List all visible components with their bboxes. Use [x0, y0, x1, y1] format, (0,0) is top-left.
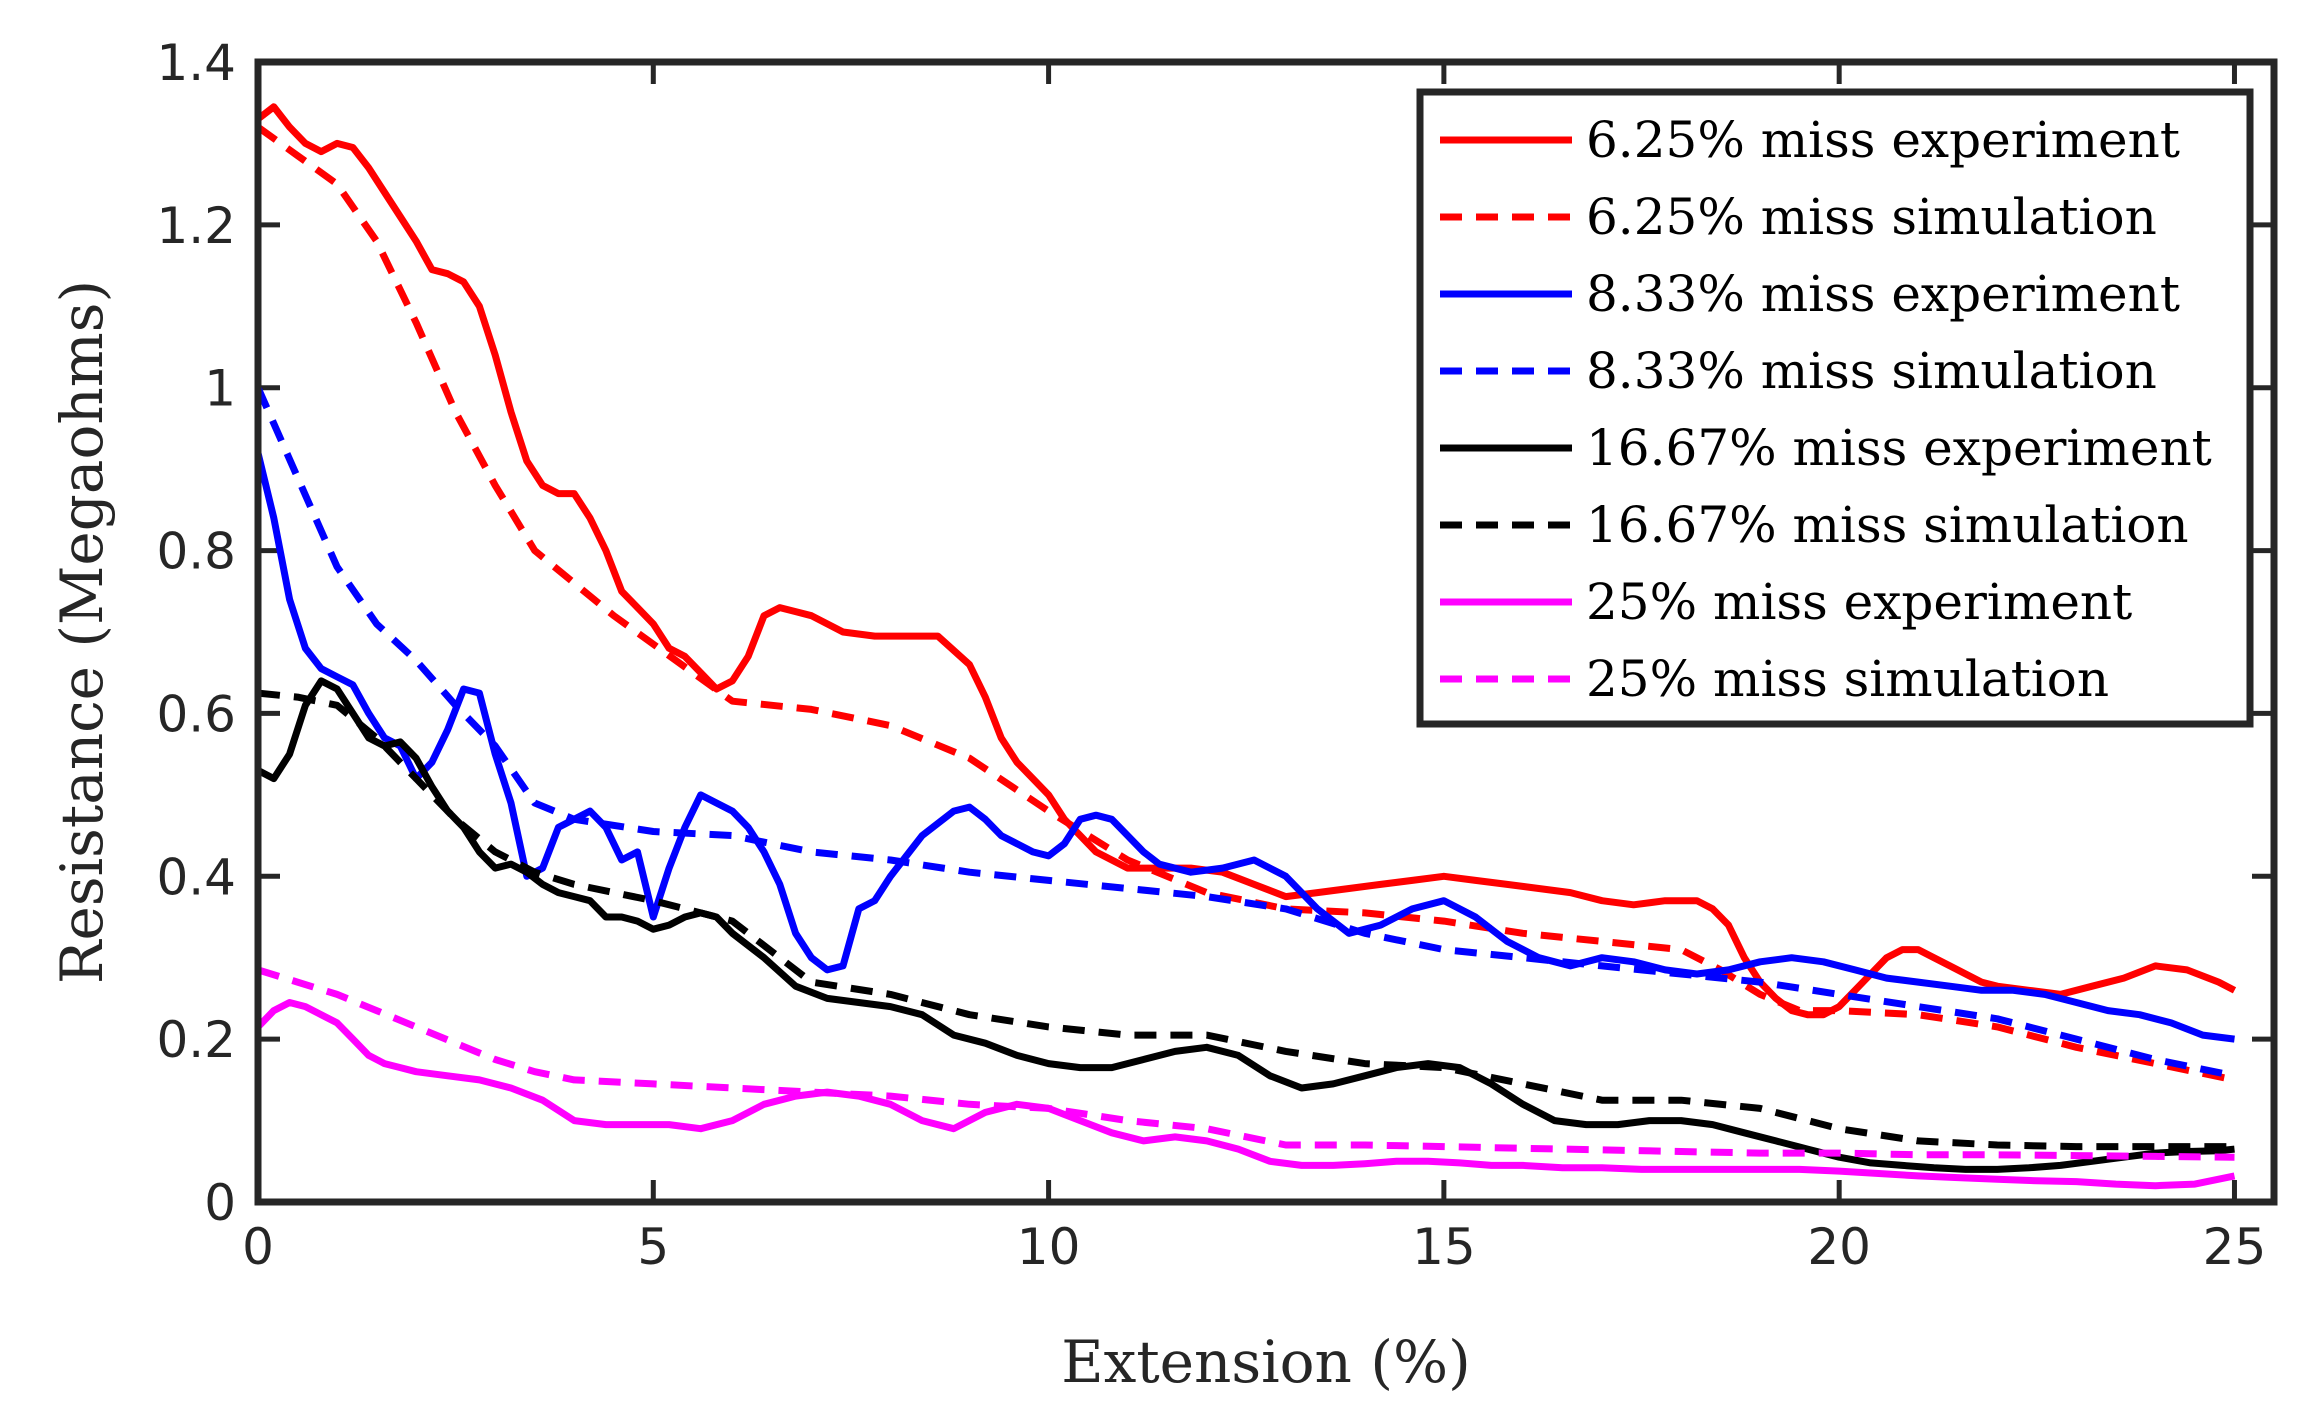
legend-label-16-67pct-miss-simulation: 16.67% miss simulation [1586, 496, 2189, 554]
x-tick-label-2: 10 [1017, 1218, 1081, 1276]
x-tick-label-4: 20 [1807, 1218, 1871, 1276]
x-axis-title: Extension (%) [1061, 1328, 1470, 1396]
x-tick-label-0: 0 [242, 1218, 274, 1276]
legend-label-16-67pct-miss-experiment: 16.67% miss experiment [1586, 419, 2212, 477]
x-tick-label-3: 15 [1412, 1218, 1476, 1276]
y-tick-label-2: 0.4 [156, 848, 236, 906]
series-line-8-33pct-miss-simulation [254, 386, 2236, 1080]
x-tick-label-5: 25 [2203, 1218, 2267, 1276]
y-tick-label-6: 1.2 [156, 197, 236, 255]
series-line-6-25pct-miss-simulation [255, 124, 2236, 1084]
y-tick-label-5: 1 [204, 360, 236, 418]
legend-box [1416, 88, 2254, 728]
legend-label-8-33pct-miss-simulation: 8.33% miss simulation [1586, 342, 2157, 400]
x-tick-label-1: 5 [637, 1218, 669, 1276]
series-line-25pct-miss-experiment [255, 999, 2236, 1190]
y-tick-label-1: 0.2 [156, 1011, 236, 1069]
y-tick-label-4: 0.8 [156, 523, 236, 581]
legend-label-8-33pct-miss-experiment: 8.33% miss experiment [1586, 265, 2180, 323]
legend-label-25pct-miss-simulation: 25% miss simulation [1586, 650, 2109, 708]
x-tick-labels: 0 5 10 15 20 25 [242, 1218, 2266, 1276]
y-axis-title: Resistance (Megaohms) [48, 280, 116, 984]
legend-label-25pct-miss-experiment: 25% miss experiment [1586, 573, 2132, 631]
y-tick-label-7: 1.4 [156, 34, 236, 92]
axis-ticks [255, 59, 2274, 1205]
legend-label-6-25pct-miss-simulation: 6.25% miss simulation [1586, 188, 2157, 246]
y-tick-label-3: 0.6 [156, 685, 236, 743]
y-tick-labels: 0 0.2 0.4 0.6 0.8 1 1.2 1.4 [156, 34, 236, 1232]
series-lines [254, 103, 2237, 1190]
legend: 6.25% miss experiment 6.25% miss simulati… [1416, 88, 2254, 728]
plot-area-frame [254, 58, 2278, 1206]
legend-label-6-25pct-miss-experiment: 6.25% miss experiment [1586, 111, 2180, 169]
series-line-16-67pct-miss-simulation [257, 689, 2235, 1151]
y-tick-label-0: 0 [204, 1174, 236, 1232]
